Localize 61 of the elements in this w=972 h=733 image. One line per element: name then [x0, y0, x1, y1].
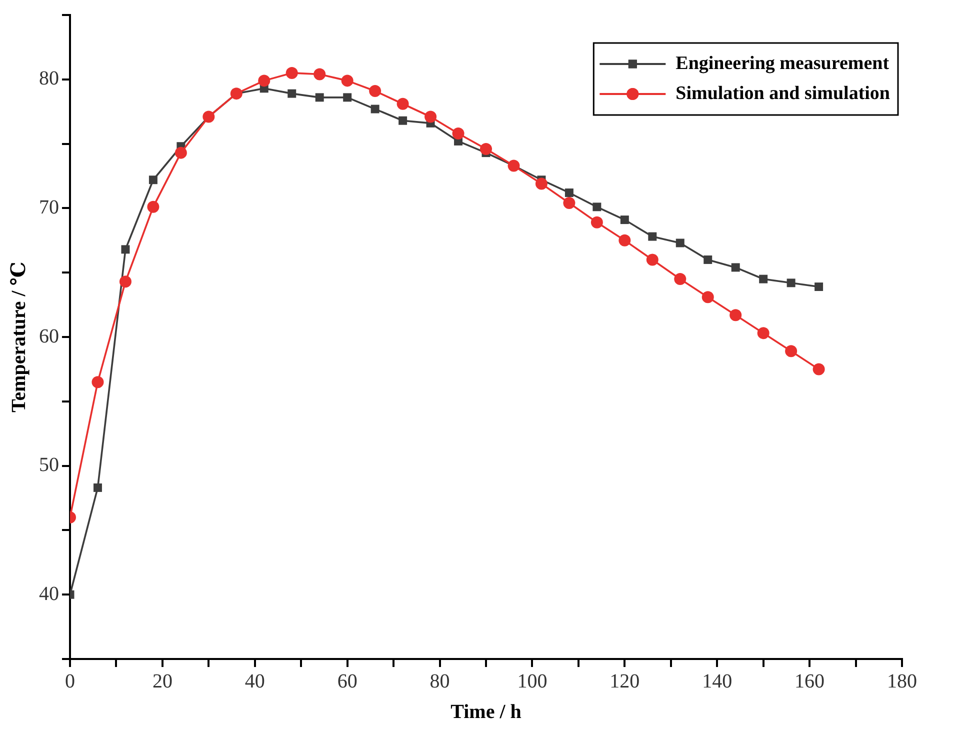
point [592, 202, 602, 212]
point [315, 93, 324, 102]
point [563, 197, 576, 210]
x-tick-label: 40 [244, 670, 265, 692]
point [452, 127, 464, 140]
point [646, 254, 658, 266]
point [648, 232, 657, 241]
x-tick-label: 80 [430, 670, 450, 692]
point [119, 276, 132, 288]
x-tick-label: 160 [794, 670, 825, 692]
point [812, 363, 825, 376]
point [535, 178, 548, 190]
x-tick-label: 20 [152, 670, 172, 692]
point [174, 146, 187, 159]
point [564, 188, 574, 197]
point [121, 245, 130, 254]
point [676, 238, 684, 248]
point [93, 483, 102, 492]
x-tick-label: 140 [702, 670, 732, 692]
x-tick-label: 180 [887, 670, 917, 692]
point [786, 278, 796, 288]
point [148, 176, 158, 184]
point [731, 263, 740, 272]
point [398, 116, 408, 125]
point [674, 273, 686, 286]
point [814, 282, 824, 292]
y-tick-label: 60 [39, 325, 59, 348]
point [92, 376, 104, 388]
y-tick-label: 50 [39, 454, 59, 476]
point [341, 74, 354, 87]
point [343, 93, 352, 102]
point [590, 216, 603, 228]
point [702, 291, 714, 304]
x-axis-title: Time / h [450, 701, 522, 724]
legend-label: Engineering measurement [676, 52, 890, 74]
point [620, 216, 629, 224]
x-tick-label: 100 [517, 670, 548, 692]
point [424, 110, 437, 123]
x-tick-label: 60 [337, 670, 358, 692]
y-axis-title: Temperature / ℃ [8, 262, 30, 412]
point [147, 200, 160, 213]
point [730, 309, 742, 322]
x-tick-label: 120 [610, 670, 640, 692]
y-tick-label: 40 [39, 582, 59, 605]
point [370, 104, 380, 114]
point [314, 68, 326, 80]
point [286, 66, 298, 79]
point [369, 84, 382, 97]
point [785, 345, 798, 358]
point [396, 98, 409, 110]
point [704, 255, 712, 264]
legend-label: Simulation and simulation [676, 82, 890, 104]
y-tick-label: 70 [39, 196, 59, 218]
point [757, 327, 770, 340]
y-tick-label: 80 [39, 68, 59, 90]
point [288, 89, 296, 98]
point [618, 234, 631, 246]
point [480, 142, 492, 155]
x-tick-label: 0 [65, 670, 75, 692]
point [258, 74, 270, 87]
point [759, 274, 768, 284]
